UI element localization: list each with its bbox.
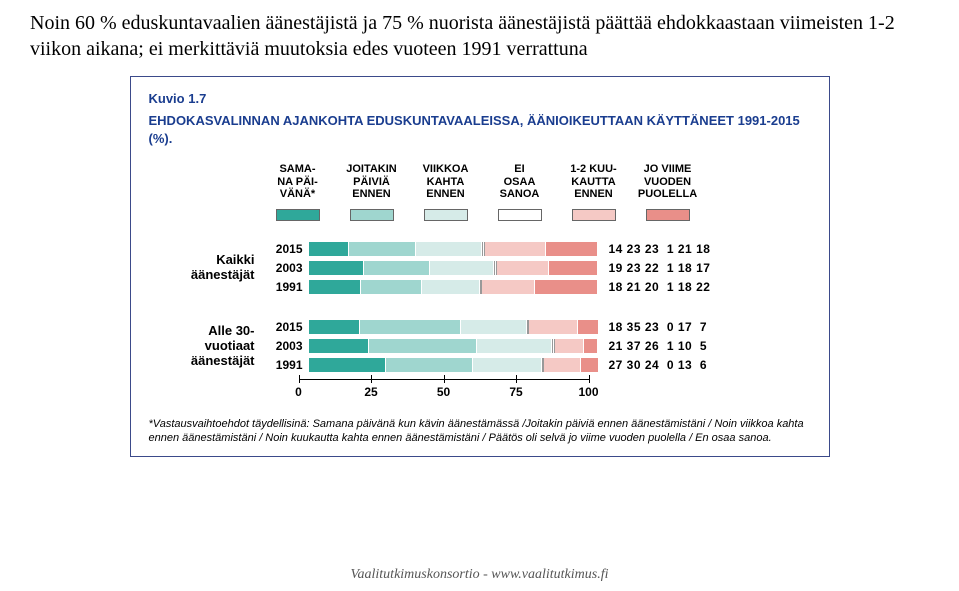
legend-header: SAMA-NA PÄI-VÄNÄ* JOITAKINPÄIVIÄENNEN VI…	[149, 161, 811, 201]
bar-row: 1991	[269, 356, 599, 374]
bar-segment	[430, 261, 494, 275]
legend-col-3: EIOSAASANOA	[485, 161, 555, 201]
bar-segment	[461, 320, 527, 334]
values-row: 14 23 23 1 21 18	[609, 240, 739, 258]
year-label: 2003	[269, 339, 309, 353]
axis-tick-label: 50	[437, 385, 450, 399]
bar-row: 2003	[269, 259, 599, 277]
bar-segment	[578, 320, 598, 334]
bar-segment	[416, 242, 483, 256]
swatch-4	[572, 209, 616, 221]
values-row: 18 35 23 0 17 7	[609, 318, 739, 336]
bar-segment	[555, 339, 584, 353]
swatch-1	[350, 209, 394, 221]
bar-segment	[546, 242, 598, 256]
swatch-2	[424, 209, 468, 221]
year-label: 1991	[269, 358, 309, 372]
year-label: 1991	[269, 280, 309, 294]
year-label: 2015	[269, 320, 309, 334]
year-label: 2003	[269, 261, 309, 275]
bar-segment	[485, 242, 546, 256]
bar-segment	[544, 358, 581, 372]
page-title: Noin 60 % eduskuntavaalien äänestäjistä …	[30, 10, 929, 62]
bar-segment	[549, 261, 598, 275]
swatch-5	[646, 209, 690, 221]
chart-frame: Kuvio 1.7 EHDOKASVALINNAN AJANKOHTA EDUS…	[130, 76, 830, 457]
bar-segment	[309, 358, 387, 372]
bar-segment	[360, 320, 461, 334]
axis-tick-label: 100	[578, 385, 598, 399]
legend-col-2: VIIKKOAKAHTAENNEN	[411, 161, 481, 201]
legend-col-1: JOITAKINPÄIVIÄENNEN	[337, 161, 407, 201]
legend-col-5: JO VIIMEVUODENPUOLELLA	[633, 161, 703, 201]
bar-segment	[309, 261, 364, 275]
x-axis: 0255075100	[299, 379, 589, 405]
bar-segment	[529, 320, 578, 334]
bar-segment	[309, 339, 370, 353]
values-row: 19 23 22 1 18 17	[609, 259, 739, 277]
swatch-3	[498, 209, 542, 221]
bar-segment	[581, 358, 598, 372]
bar-segment	[386, 358, 472, 372]
bar-row: 2015	[269, 318, 599, 336]
bar-segment	[364, 261, 431, 275]
group-label: Alle 30-vuotiaatäänestäjät	[149, 324, 259, 369]
group-label: Kaikkiäänestäjät	[149, 253, 259, 283]
values-row: 27 30 24 0 13 6	[609, 356, 739, 374]
axis-tick-label: 25	[364, 385, 377, 399]
bar-segment	[369, 339, 476, 353]
bar-segment	[535, 280, 599, 294]
swatch-0	[276, 209, 320, 221]
bar-row: 2015	[269, 240, 599, 258]
bar-segment	[361, 280, 422, 294]
year-label: 2015	[269, 242, 309, 256]
figure-label: Kuvio 1.7	[149, 91, 811, 106]
chart-body: Kaikkiäänestäjät 2015 2003 1991 14 23 23 1 2…	[149, 239, 811, 375]
bar-segment	[477, 339, 552, 353]
bar-segment	[482, 280, 534, 294]
bar-segment	[422, 280, 480, 294]
bar-row: 1991	[269, 278, 599, 296]
bar-segment	[309, 320, 361, 334]
bar-segment	[309, 280, 361, 294]
chart-title: EHDOKASVALINNAN AJANKOHTA EDUSKUNTAVAALE…	[149, 112, 811, 147]
axis-tick-label: 75	[509, 385, 522, 399]
bar-segment	[473, 358, 542, 372]
bar-segment	[349, 242, 416, 256]
bar-segment	[584, 339, 599, 353]
axis-tick-label: 0	[295, 385, 302, 399]
page-footer: Vaalitutkimuskonsortio - www.vaalitutkim…	[0, 567, 959, 583]
legend-swatches	[149, 207, 811, 221]
legend-col-4: 1-2 KUU-KAUTTAENNEN	[559, 161, 629, 201]
bar-row: 2003	[269, 337, 599, 355]
bar-segment	[309, 242, 350, 256]
values-row: 18 21 20 1 18 22	[609, 278, 739, 296]
chart-footnote: *Vastausvaihtoehdot täydellisinä: Samana…	[149, 417, 811, 446]
bar-segment	[497, 261, 549, 275]
legend-col-0: SAMA-NA PÄI-VÄNÄ*	[263, 161, 333, 201]
values-row: 21 37 26 1 10 5	[609, 337, 739, 355]
